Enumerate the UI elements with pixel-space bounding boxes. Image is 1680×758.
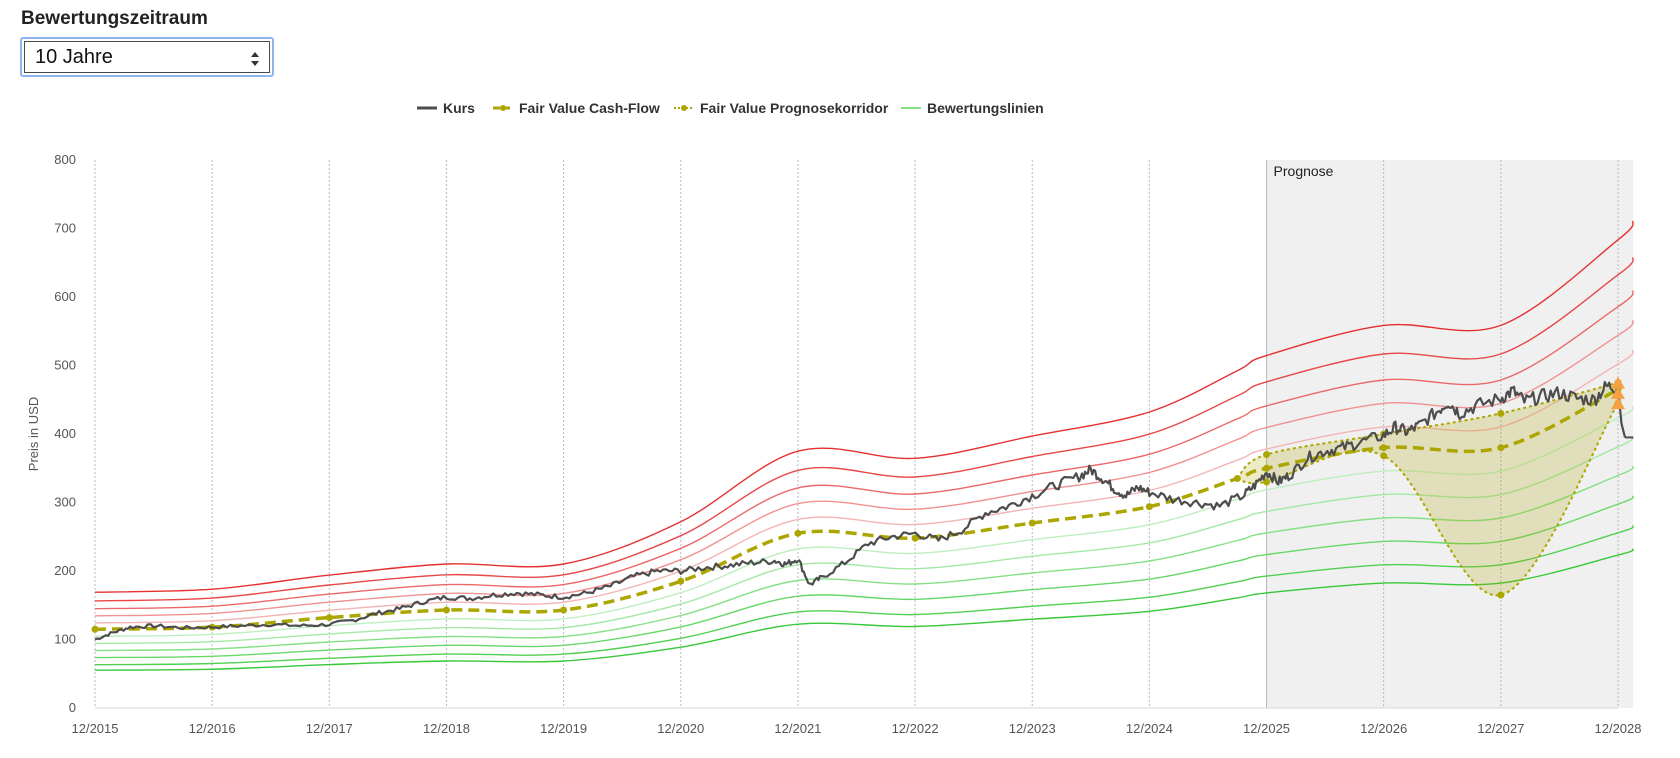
- x-tick-label: 12/2017: [306, 721, 353, 736]
- forecast-region-label: Prognose: [1274, 163, 1334, 179]
- legend-bewertungslinien-symbol-icon: [901, 107, 921, 109]
- legend-kurs-symbol-icon: [417, 106, 437, 110]
- legend-item-kurs[interactable]: Kurs: [416, 96, 475, 120]
- x-tick-label: 12/2019: [540, 721, 587, 736]
- legend-label-kurs: Kurs: [443, 100, 475, 116]
- y-tick-label: 0: [69, 700, 76, 715]
- x-tick-label: 12/2023: [1009, 721, 1056, 736]
- fair-value-point: [560, 606, 568, 614]
- x-tick-label: 12/2020: [657, 721, 704, 736]
- fair-value-point: [1233, 475, 1241, 483]
- x-tick-label: 12/2026: [1360, 721, 1407, 736]
- valuation-line: [94, 319, 1634, 617]
- valuation-period-select[interactable]: 10 Jahre: [20, 37, 274, 77]
- corridor-upper-point: [1263, 451, 1271, 459]
- legend-item-bewertungslinien[interactable]: Bewertungslinien: [900, 96, 1044, 120]
- fair-value-point: [1145, 503, 1153, 511]
- kurs-line: [94, 380, 1627, 641]
- forecast-region: [1266, 160, 1634, 708]
- fair-value-point: [91, 625, 99, 633]
- fair-value-point: [1263, 464, 1271, 472]
- x-tick-label: 12/2015: [72, 721, 119, 736]
- x-tick-label: 12/2027: [1477, 721, 1524, 736]
- valuation-line: [94, 548, 1634, 671]
- corridor-area: [1237, 382, 1618, 596]
- fair-value-point: [1028, 519, 1036, 527]
- x-tick-label: 12/2022: [892, 721, 939, 736]
- corridor-lower-point: [1497, 591, 1505, 599]
- x-tick-label: 12/2028: [1595, 721, 1642, 736]
- corridor-upper-point: [1497, 409, 1505, 417]
- y-tick-label: 100: [54, 632, 76, 647]
- legend-label-fair-value-cash-flow: Fair Value Cash-Flow: [519, 100, 660, 116]
- corridor-upper-line: [1236, 381, 1619, 480]
- chart-legend: Kurs Fair Value Cash-Flow Fair Value Pro…: [0, 96, 1680, 120]
- legend-label-bewertungslinien: Bewertungslinien: [927, 100, 1044, 116]
- forecast-triangle-marker: [1611, 386, 1625, 399]
- y-tick-label: 200: [54, 563, 76, 578]
- legend-corridor-symbol-icon: [674, 105, 694, 111]
- y-tick-label: 700: [54, 221, 76, 236]
- y-tick-label: 400: [54, 426, 76, 441]
- valuation-period-selected-value: 10 Jahre: [35, 46, 113, 68]
- valuation-line: [94, 435, 1634, 645]
- fair-value-point: [1497, 444, 1505, 452]
- fair-value-point: [325, 614, 333, 622]
- fair-value-point: [442, 606, 450, 614]
- y-tick-label: 500: [54, 358, 76, 373]
- valuation-line: [94, 465, 1634, 652]
- y-tick-label: 600: [54, 289, 76, 304]
- forecast-triangle-marker: [1611, 397, 1625, 410]
- valuation-line: [94, 495, 1634, 659]
- x-tick-label: 12/2021: [774, 721, 821, 736]
- y-tick-label: 300: [54, 495, 76, 510]
- fair-value-point: [794, 529, 802, 537]
- fair-value-point: [1380, 444, 1388, 452]
- corridor-lower-point: [1263, 478, 1271, 486]
- valuation-line: [94, 525, 1634, 666]
- fair-value-point: [911, 534, 919, 542]
- select-arrows-icon: [251, 52, 259, 66]
- forecast-triangle-marker: [1611, 376, 1625, 389]
- valuation-line: [94, 349, 1634, 624]
- x-tick-label: 12/2024: [1126, 721, 1173, 736]
- x-tick-label: 12/2016: [189, 721, 236, 736]
- valuation-period-heading: Bewertungszeitraum: [21, 8, 208, 29]
- valuation-line: [94, 405, 1634, 637]
- legend-label-prognosekorridor: Fair Value Prognosekorridor: [700, 100, 889, 116]
- y-tick-label: 800: [54, 152, 76, 167]
- x-tick-label: 12/2018: [423, 721, 470, 736]
- legend-item-prognosekorridor[interactable]: Fair Value Prognosekorridor: [673, 96, 888, 120]
- valuation-line: [94, 290, 1634, 610]
- valuation-line: [94, 257, 1634, 602]
- corridor-lower-point: [1380, 452, 1388, 460]
- x-tick-label: 12/2025: [1243, 721, 1290, 736]
- fair-value-point: [677, 577, 685, 585]
- y-axis-label: Preis in USD: [26, 397, 41, 471]
- valuation-line: [94, 220, 1634, 593]
- legend-item-fair-value-cash-flow[interactable]: Fair Value Cash-Flow: [492, 96, 660, 120]
- legend-fair-value-symbol-icon: [493, 105, 513, 111]
- valuation-period-select-box[interactable]: 10 Jahre: [24, 41, 270, 73]
